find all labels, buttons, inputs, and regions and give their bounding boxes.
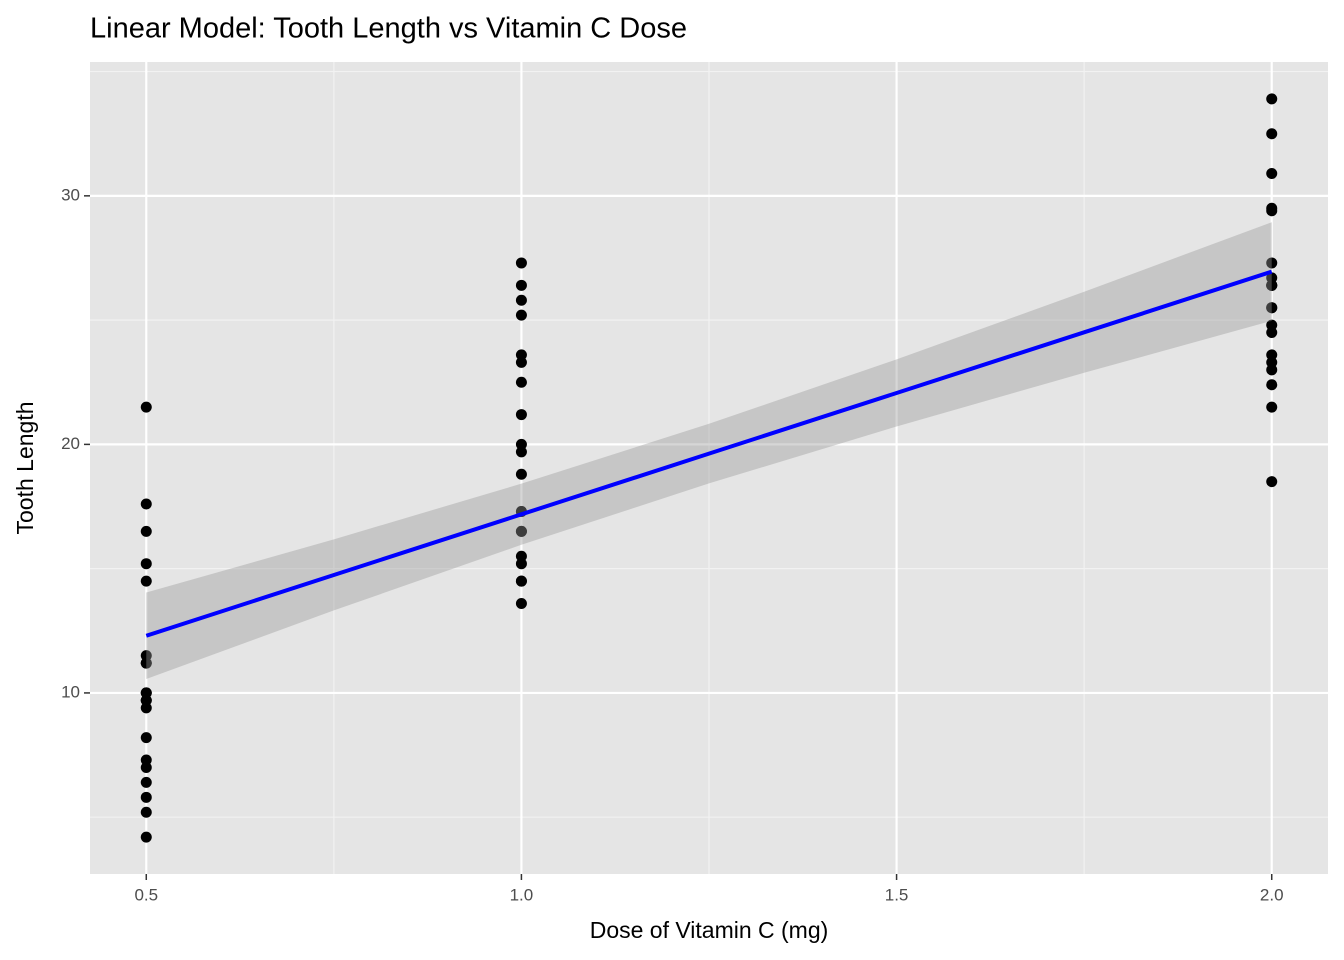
fit-line — [145, 269, 1273, 638]
point — [140, 575, 152, 587]
x-tick-label: 0.5 — [134, 885, 158, 904]
x-axis-label: Dose of Vitamin C (mg) — [590, 917, 829, 943]
point — [140, 401, 152, 413]
point — [140, 525, 152, 537]
point — [1266, 93, 1278, 105]
point — [515, 575, 527, 587]
point — [515, 309, 527, 321]
point — [1266, 379, 1278, 391]
point — [140, 694, 152, 706]
point — [515, 409, 527, 421]
point — [515, 597, 527, 609]
point — [1266, 257, 1278, 269]
point — [140, 558, 152, 570]
x-tick-label: 2.0 — [1260, 885, 1284, 904]
point — [1266, 401, 1278, 413]
point — [515, 376, 527, 388]
point — [515, 525, 527, 537]
point — [1266, 279, 1278, 291]
point — [515, 294, 527, 306]
point — [1266, 319, 1278, 331]
point — [515, 257, 527, 269]
point — [140, 806, 152, 818]
point — [1266, 476, 1278, 488]
point — [1266, 167, 1278, 179]
point — [1266, 205, 1278, 217]
point — [515, 438, 527, 450]
y-tick-label: 30 — [61, 185, 80, 204]
point — [515, 279, 527, 291]
point — [515, 550, 527, 562]
y-axis-label: Tooth Length — [12, 401, 38, 534]
point — [515, 468, 527, 480]
y-tick-label: 20 — [61, 434, 80, 453]
point — [1266, 364, 1278, 376]
confidence-band — [146, 222, 1272, 680]
point — [1266, 302, 1278, 314]
x-tick-label: 1.0 — [510, 885, 534, 904]
y-tick-label: 10 — [61, 682, 80, 701]
point — [140, 831, 152, 843]
point — [140, 761, 152, 773]
point — [140, 732, 152, 744]
chart-title: Linear Model: Tooth Length vs Vitamin C … — [90, 13, 687, 45]
point — [140, 776, 152, 788]
point — [1266, 128, 1278, 140]
point — [515, 349, 527, 361]
point — [140, 791, 152, 803]
point — [140, 498, 152, 510]
x-tick-label: 1.5 — [885, 885, 909, 904]
point — [140, 657, 152, 669]
